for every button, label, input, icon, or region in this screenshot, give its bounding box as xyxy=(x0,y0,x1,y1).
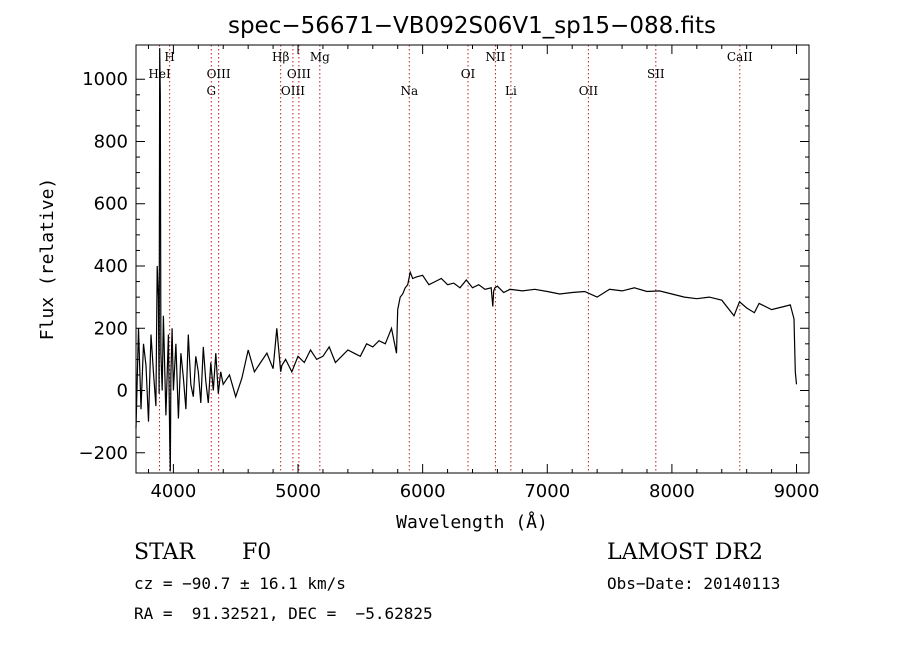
coordinates: RA = 91.32521, DEC = −5.62825 xyxy=(134,604,433,623)
subclass: F0 xyxy=(242,540,272,565)
x-axis: 4000 5000 6000 7000 8000 9000 xyxy=(147,45,820,502)
y-tick-label: 1000 xyxy=(82,69,128,90)
x-tick-label: 4000 xyxy=(150,481,196,502)
x-tick-label: 6000 xyxy=(400,481,446,502)
x-tick-label: 7000 xyxy=(524,481,570,502)
line-label: OII xyxy=(579,84,599,98)
line-label: Hβ xyxy=(272,50,289,64)
x-tick-label: 5000 xyxy=(275,481,321,502)
y-axis: −200 0 200 400 600 800 1000 xyxy=(79,69,809,464)
line-label: OIII xyxy=(207,67,231,81)
line-label: OIII xyxy=(281,84,305,98)
object-class: STAR xyxy=(134,540,195,565)
line-label: OIII xyxy=(287,67,311,81)
line-label: G xyxy=(206,84,216,98)
line-label: H xyxy=(164,50,174,64)
line-label: CaII xyxy=(727,50,753,64)
x-axis-label: Wavelength (Å) xyxy=(396,511,548,533)
survey-name: LAMOST DR2 xyxy=(607,540,763,565)
y-axis-label: Flux (relative) xyxy=(37,178,58,341)
line-label: Mg xyxy=(310,50,330,64)
plot-frame xyxy=(135,44,810,474)
y-tick-label: 0 xyxy=(117,381,128,402)
x-tick-label: 9000 xyxy=(774,481,820,502)
y-tick-label: 200 xyxy=(94,318,128,339)
y-tick-label: 800 xyxy=(94,131,128,152)
line-label: Li xyxy=(505,84,517,98)
chart-title: spec−56671−VB092S06V1_sp15−088.fits xyxy=(228,13,716,39)
y-tick-label: −200 xyxy=(79,443,128,464)
x-tick-label: 8000 xyxy=(649,481,695,502)
line-label: SII xyxy=(647,67,665,81)
line-label: OI xyxy=(461,67,476,81)
cz-velocity: cz = −90.7 ± 16.1 km/s xyxy=(134,574,346,593)
y-tick-label: 600 xyxy=(94,194,128,215)
y-tick-label: 400 xyxy=(94,256,128,277)
line-label: Na xyxy=(400,84,418,98)
line-label: NII xyxy=(485,50,505,64)
spectrum-line xyxy=(135,48,798,472)
obs-date: Obs−Date: 20140113 xyxy=(607,574,781,593)
spectrum-series xyxy=(135,48,798,472)
